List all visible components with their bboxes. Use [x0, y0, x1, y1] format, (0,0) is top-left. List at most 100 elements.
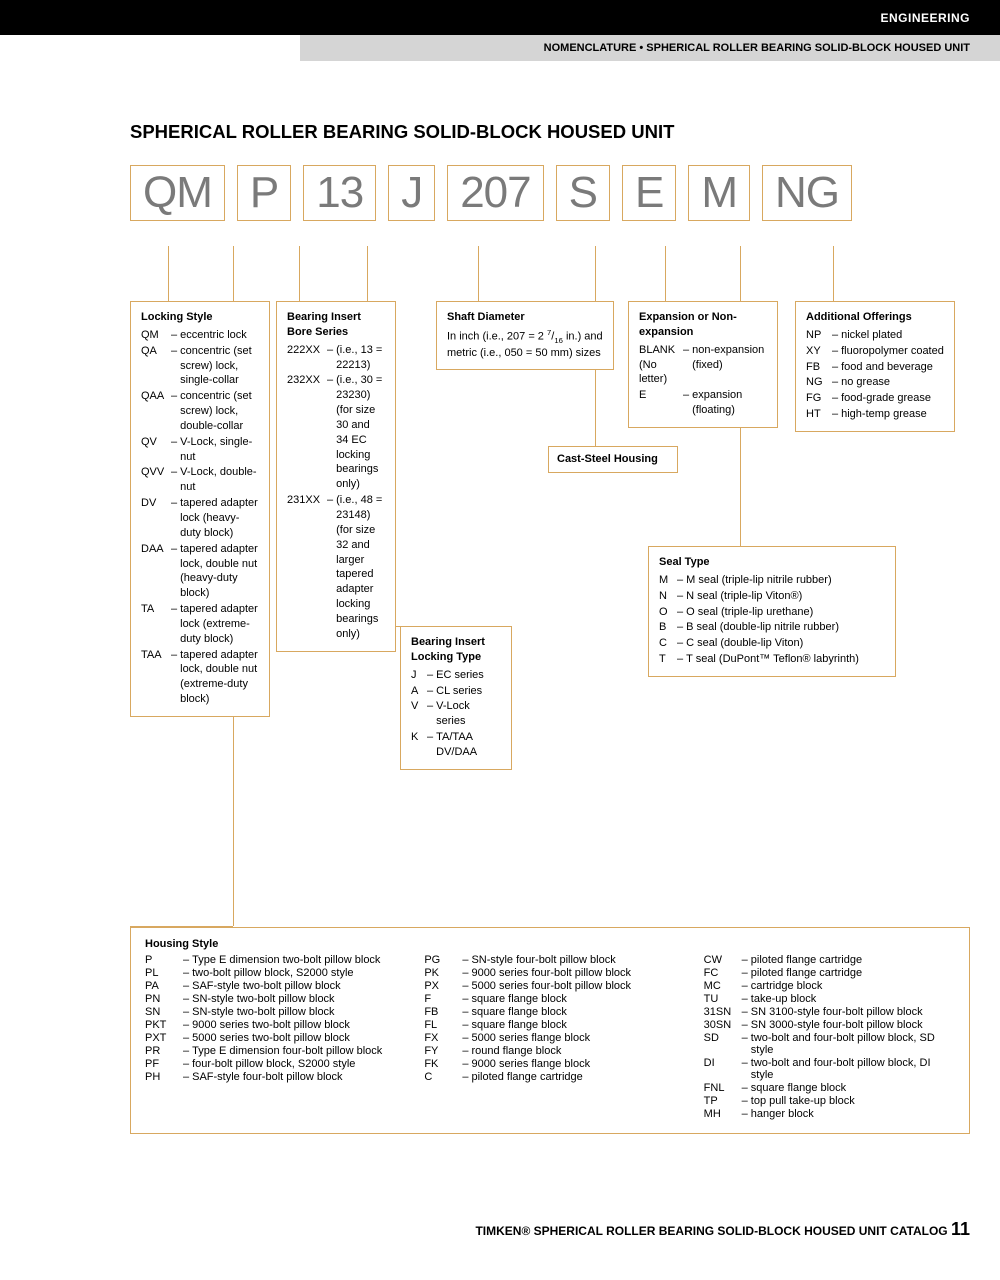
kv-row: FC–piloted flange cartridge — [704, 967, 955, 979]
kv-row: C–piloted flange cartridge — [424, 1071, 675, 1083]
kv-row: PN–SN-style two-bolt pillow block — [145, 993, 396, 1005]
connector — [665, 246, 666, 301]
shaft-diameter-title: Shaft Diameter — [447, 310, 603, 325]
kv-row: TP–top pull take-up block — [704, 1095, 955, 1107]
kv-row: DI–two-bolt and four-bolt pillow block, … — [704, 1057, 955, 1081]
kv-row: XY–fluoropolymer coated — [806, 344, 944, 359]
kv-row: FK–9000 series flange block — [424, 1058, 675, 1070]
kv-row: PA–SAF-style two-bolt pillow block — [145, 980, 396, 992]
kv-row: 232XX–(i.e., 30 = 23230) (for size 30 an… — [287, 373, 385, 492]
shaft-diameter-box: Shaft Diameter In inch (i.e., 207 = 2 7/… — [436, 301, 614, 370]
connector — [478, 246, 479, 301]
code-m: M — [688, 165, 750, 221]
bore-series-title: Bearing Insert Bore Series — [287, 310, 385, 340]
expansion-title: Expansion or Non-expansion — [639, 310, 767, 340]
kv-row: P–Type E dimension two-bolt pillow block — [145, 954, 396, 966]
housing-col-1: P–Type E dimension two-bolt pillow block… — [145, 954, 396, 1121]
cast-steel-box: Cast-Steel Housing — [548, 446, 678, 473]
page-number: 11 — [951, 1219, 970, 1239]
kv-row: FL–square flange block — [424, 1019, 675, 1031]
kv-row: T–T seal (DuPont™ Teflon® labyrinth) — [659, 652, 885, 667]
code-p: P — [237, 165, 291, 221]
connector — [168, 246, 169, 301]
kv-row: B–B seal (double-lip nitrile rubber) — [659, 620, 885, 635]
kv-row: 30SN–SN 3000-style four-bolt pillow bloc… — [704, 1019, 955, 1031]
header-black-bar: ENGINEERING — [0, 0, 1000, 35]
footer-text: TIMKEN® SPHERICAL ROLLER BEARING SOLID-B… — [475, 1224, 947, 1238]
kv-row: FNL–square flange block — [704, 1082, 955, 1094]
housing-col-2: PG–SN-style four-bolt pillow blockPK–900… — [424, 954, 675, 1121]
kv-row: 31SN–SN 3100-style four-bolt pillow bloc… — [704, 1006, 955, 1018]
connector — [299, 246, 300, 301]
kv-row: TU–take-up block — [704, 993, 955, 1005]
code-207: 207 — [447, 165, 543, 221]
kv-row: MC–cartridge block — [704, 980, 955, 992]
code-e: E — [622, 165, 676, 221]
kv-row: QV–V-Lock, single-nut — [141, 435, 259, 465]
kv-row: PR–Type E dimension four-bolt pillow blo… — [145, 1045, 396, 1057]
footer: TIMKEN® SPHERICAL ROLLER BEARING SOLID-B… — [475, 1219, 970, 1240]
locking-style-title: Locking Style — [141, 310, 259, 325]
kv-row: PK–9000 series four-bolt pillow block — [424, 967, 675, 979]
housing-box: Housing Style P–Type E dimension two-bol… — [130, 927, 970, 1134]
code-j: J — [388, 165, 435, 221]
connector — [833, 246, 834, 301]
cast-steel-label: Cast-Steel Housing — [557, 453, 658, 465]
additional-title: Additional Offerings — [806, 310, 944, 325]
housing-col-3: CW–piloted flange cartridgeFC–piloted fl… — [704, 954, 955, 1121]
kv-row: FY–round flange block — [424, 1045, 675, 1057]
additional-box: Additional Offerings NP–nickel platedXY–… — [795, 301, 955, 432]
kv-row: C–C seal (double-lip Viton) — [659, 636, 885, 651]
kv-row: PXT–5000 series two-bolt pillow block — [145, 1032, 396, 1044]
kv-row: SD–two-bolt and four-bolt pillow block, … — [704, 1032, 955, 1056]
kv-row: V–V-Lock series — [411, 699, 501, 729]
kv-row: K–TA/TAA DV/DAA — [411, 730, 501, 760]
kv-row: QAA–concentric (set screw) lock, double-… — [141, 389, 259, 434]
code-qm: QM — [130, 165, 225, 221]
code-ng: NG — [762, 165, 852, 221]
kv-row: TA–tapered adapter lock (extreme-duty bl… — [141, 602, 259, 647]
kv-row: FX–5000 series flange block — [424, 1032, 675, 1044]
expansion-box: Expansion or Non-expansion BLANK(Nolette… — [628, 301, 778, 428]
kv-row: 231XX–(i.e., 48 = 23148) (for size 32 an… — [287, 493, 385, 641]
kv-row: TAA–tapered adapter lock, double nut (ex… — [141, 648, 259, 707]
kv-row: SN–SN-style two-bolt pillow block — [145, 1006, 396, 1018]
kv-row: 222XX–(i.e., 13 = 22213) — [287, 343, 385, 373]
code-row: QM P 13 J 207 S E M NG — [130, 165, 1000, 221]
kv-row: CW–piloted flange cartridge — [704, 954, 955, 966]
kv-row: PKT–9000 series two-bolt pillow block — [145, 1019, 396, 1031]
seal-type-title: Seal Type — [659, 555, 885, 570]
locking-style-box: Locking Style QM–eccentric lockQA–concen… — [130, 301, 270, 717]
housing-title: Housing Style — [145, 938, 955, 950]
kv-row: FB–food and beverage — [806, 360, 944, 375]
kv-row: DAA–tapered adapter lock, double nut (he… — [141, 542, 259, 601]
kv-row: HT–high-temp grease — [806, 407, 944, 422]
kv-row: F–square flange block — [424, 993, 675, 1005]
shaft-diameter-text: In inch (i.e., 207 = 2 7/16 in.) and met… — [447, 328, 603, 361]
kv-row: QA–concentric (set screw) lock, single-c… — [141, 344, 259, 389]
code-13: 13 — [303, 165, 376, 221]
locking-type-title: Bearing Insert Locking Type — [411, 635, 501, 665]
code-s: S — [556, 165, 610, 221]
kv-row: MH–hanger block — [704, 1108, 955, 1120]
kv-row: M–M seal (triple-lip nitrile rubber) — [659, 573, 885, 588]
bore-series-box: Bearing Insert Bore Series 222XX–(i.e., … — [276, 301, 396, 652]
kv-row: N–N seal (triple-lip Viton®) — [659, 589, 885, 604]
kv-row: PX–5000 series four-bolt pillow block — [424, 980, 675, 992]
kv-row: FB–square flange block — [424, 1006, 675, 1018]
kv-row: NG–no grease — [806, 375, 944, 390]
locking-type-box: Bearing Insert Locking Type J–EC seriesA… — [400, 626, 512, 770]
header-grey-bar: NOMENCLATURE • SPHERICAL ROLLER BEARING … — [300, 35, 1000, 61]
kv-row: PH–SAF-style four-bolt pillow block — [145, 1071, 396, 1083]
page-title: SPHERICAL ROLLER BEARING SOLID-BLOCK HOU… — [130, 121, 1000, 143]
kv-row: QVV–V-Lock, double-nut — [141, 465, 259, 495]
kv-row: PF–four-bolt pillow block, S2000 style — [145, 1058, 396, 1070]
kv-row: DV–tapered adapter lock (heavy-duty bloc… — [141, 496, 259, 541]
header-section: ENGINEERING — [880, 11, 970, 25]
kv-row: O–O seal (triple-lip urethane) — [659, 605, 885, 620]
kv-row: FG–food-grade grease — [806, 391, 944, 406]
kv-row: A–CL series — [411, 684, 501, 699]
kv-row: J–EC series — [411, 668, 501, 683]
kv-row: PG–SN-style four-bolt pillow block — [424, 954, 675, 966]
kv-row: QM–eccentric lock — [141, 328, 259, 343]
